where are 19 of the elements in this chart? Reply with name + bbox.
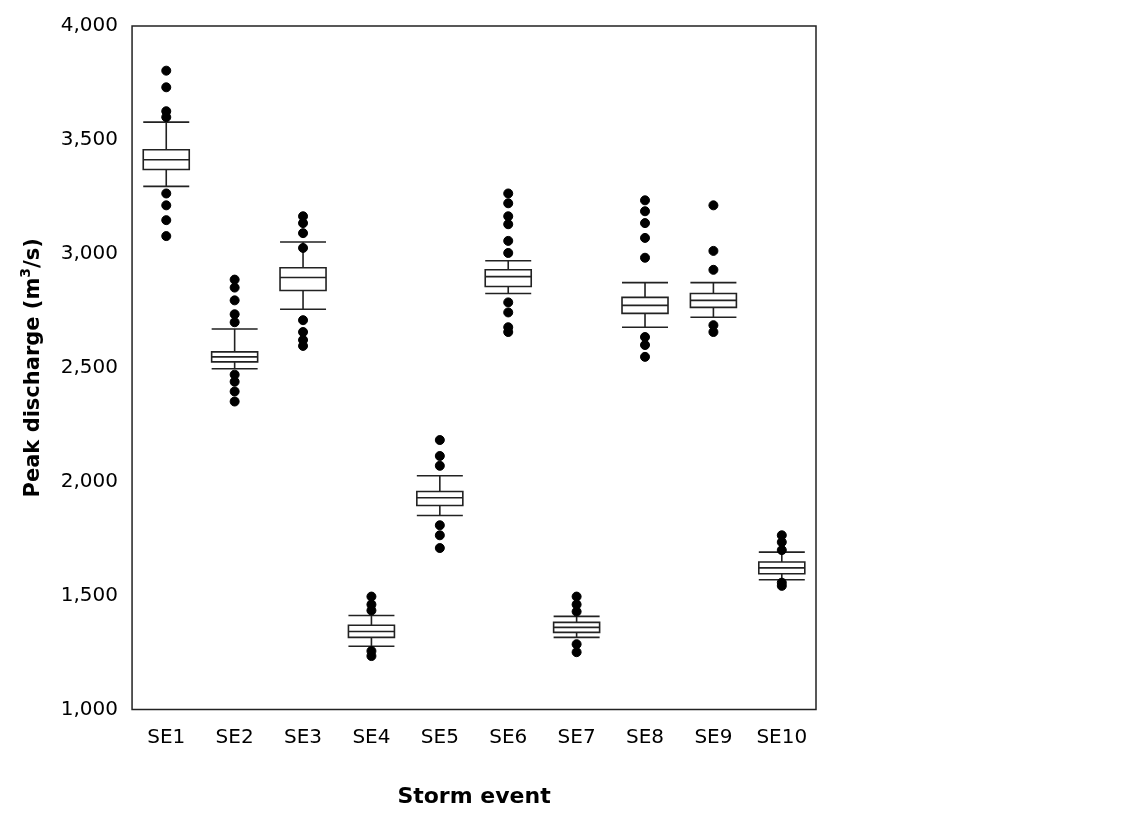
- x-tick-label: SE8: [625, 723, 665, 748]
- y-tick-label: 2,000: [60, 467, 119, 492]
- y-tick-label: 1,000: [60, 695, 119, 720]
- y-tick-label: 4,000: [60, 12, 119, 37]
- x-tick-label: SE10: [756, 723, 808, 748]
- x-tick-label: SE9: [694, 723, 733, 748]
- y-tick-label: 2,500: [60, 354, 119, 378]
- x-tick-label: SE3: [284, 723, 323, 748]
- y-tick-label: 3,500: [60, 126, 119, 151]
- x-tick-label: SE7: [557, 723, 596, 748]
- x-tick-label: SE4: [352, 723, 391, 748]
- y-tick-label: 1,500: [60, 581, 119, 606]
- x-axis-title: Storm event: [397, 782, 552, 808]
- x-tick-label: SE2: [215, 723, 254, 748]
- y-tick-label: 3,000: [60, 240, 119, 265]
- x-tick-label: SE1: [147, 723, 186, 748]
- y-axis-title: Peak discharge (m3/s): [16, 238, 45, 498]
- x-tick-label: SE5: [420, 723, 459, 748]
- x-tick-label: SE6: [489, 723, 528, 748]
